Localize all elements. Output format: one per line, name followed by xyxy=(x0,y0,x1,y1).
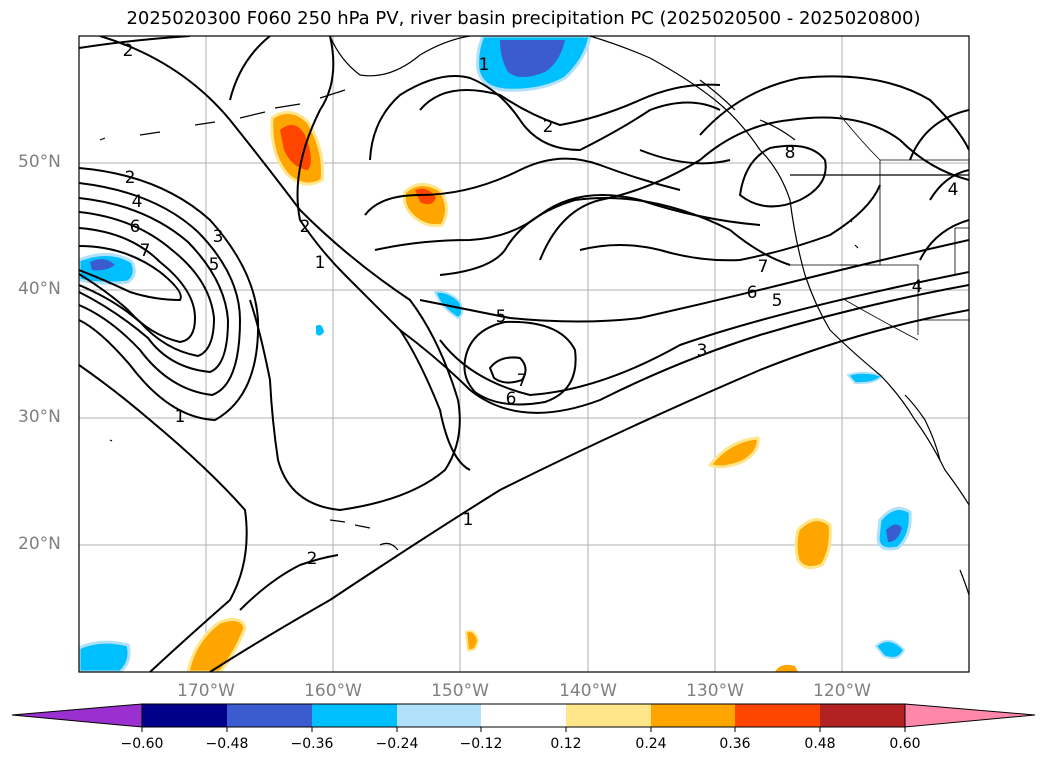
positive-blob-bottom xyxy=(775,664,798,672)
svg-text:2: 2 xyxy=(123,41,134,61)
lon-label-170w: 170°W xyxy=(177,681,235,701)
svg-text:7: 7 xyxy=(517,371,528,391)
negative-core-se xyxy=(886,524,902,542)
positive-blob-se xyxy=(794,518,832,570)
lat-label-30n: 30°N xyxy=(18,407,61,427)
svg-text:6: 6 xyxy=(747,283,758,303)
colorbar-bin-3 xyxy=(312,704,397,727)
colorbar-bin-6 xyxy=(566,704,651,727)
svg-text:4: 4 xyxy=(912,277,923,297)
colorbar-tick-label: 0.60 xyxy=(889,736,921,752)
colorbar-bin-7 xyxy=(651,704,735,727)
svg-text:4: 4 xyxy=(132,192,143,212)
colorbar-extend-right xyxy=(904,703,1036,728)
svg-text:7: 7 xyxy=(140,241,151,261)
pv-contours xyxy=(79,36,969,672)
positive-blob-sw xyxy=(186,618,247,672)
svg-text:1: 1 xyxy=(315,253,326,273)
colorbar-tick-label: −0.24 xyxy=(375,736,419,752)
svg-text:6: 6 xyxy=(130,217,141,237)
coastlines xyxy=(99,36,969,596)
colorbar-bin-4 xyxy=(397,704,481,727)
svg-text:5: 5 xyxy=(772,291,783,311)
colorbar-bin-8 xyxy=(735,704,820,727)
contour-labels: 2 1 2 2 4 6 7 3 5 2 1 5 7 6 1 1 2 8 7 6 … xyxy=(123,41,959,569)
svg-text:2: 2 xyxy=(543,117,554,137)
lon-label-150w: 150°W xyxy=(431,681,489,701)
borders xyxy=(790,114,969,341)
svg-text:7: 7 xyxy=(758,257,769,277)
colorbar-frame xyxy=(141,703,906,728)
svg-text:6: 6 xyxy=(506,389,517,409)
negative-blob-3 xyxy=(846,371,884,385)
colorbar-tick-label: −0.12 xyxy=(459,736,503,752)
svg-text:8: 8 xyxy=(785,143,796,163)
svg-text:5: 5 xyxy=(209,255,220,275)
svg-text:1: 1 xyxy=(479,55,490,75)
colorbar-extend-left xyxy=(11,703,143,728)
colorbar-tick-label: −0.36 xyxy=(290,736,334,752)
positive-core-aleutian xyxy=(280,125,311,170)
negative-blob-sw xyxy=(79,640,131,672)
precip-shading xyxy=(79,36,912,672)
lat-label-20n: 20°N xyxy=(18,534,61,554)
colorbar-tick-label: 0.48 xyxy=(804,736,836,752)
colorbar-tick-label: −0.48 xyxy=(205,736,249,752)
colorbar-tick-label: −0.60 xyxy=(120,736,164,752)
svg-text:2: 2 xyxy=(307,549,318,569)
svg-text:1: 1 xyxy=(463,510,474,530)
colorbar-bin-9 xyxy=(820,704,905,727)
map-frame xyxy=(78,35,970,673)
svg-text:2: 2 xyxy=(125,168,136,188)
lon-label-160w: 160°W xyxy=(304,681,362,701)
positive-blob-small xyxy=(464,630,480,652)
lon-label-140w: 140°W xyxy=(559,681,617,701)
svg-text:1: 1 xyxy=(175,407,186,427)
svg-text:2: 2 xyxy=(300,217,311,237)
lon-label-120w: 120°W xyxy=(813,681,871,701)
map-background xyxy=(79,36,969,672)
positive-blob-east xyxy=(707,436,760,469)
lat-label-40n: 40°N xyxy=(18,279,61,299)
lon-label-130w: 130°W xyxy=(686,681,744,701)
positive-core-mid xyxy=(415,188,436,205)
colorbar-tick-label: 0.24 xyxy=(635,736,667,752)
negative-core-gulf-alaska xyxy=(500,40,565,77)
svg-text:4: 4 xyxy=(948,180,959,200)
colorbar-bin-2 xyxy=(227,704,312,727)
negative-core-west xyxy=(90,259,115,271)
negative-blob-2 xyxy=(316,324,324,336)
colorbar-tick-label: 0.12 xyxy=(550,736,582,752)
colorbar-bin-5 xyxy=(481,704,566,727)
lat-label-50n: 50°N xyxy=(18,152,61,172)
svg-text:5: 5 xyxy=(496,307,507,327)
chart-title: 2025020300 F060 250 hPa PV, river basin … xyxy=(126,8,921,29)
colorbar-bin-1 xyxy=(142,704,227,727)
colorbar-tick-label: 0.36 xyxy=(719,736,751,752)
svg-text:3: 3 xyxy=(697,341,708,361)
negative-blob-se2 xyxy=(874,639,906,659)
colorbar xyxy=(11,703,1036,732)
svg-text:3: 3 xyxy=(213,227,224,247)
